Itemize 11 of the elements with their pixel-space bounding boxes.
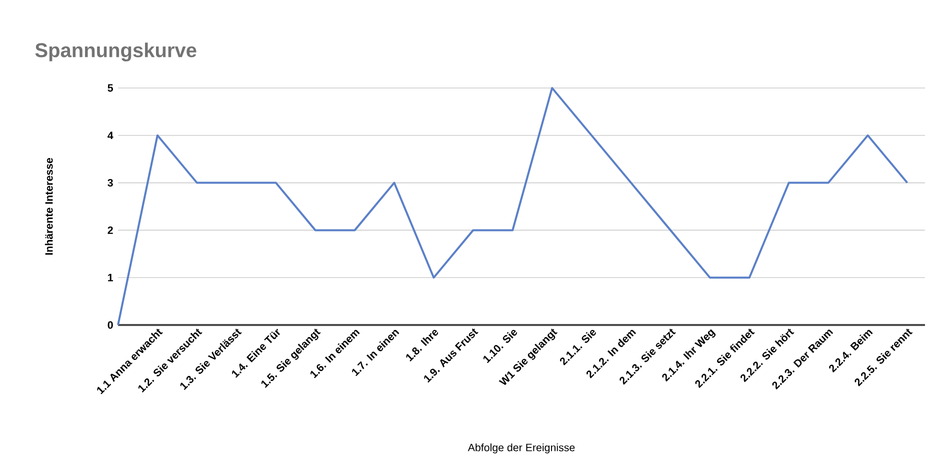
x-tick-label: 1.8. Ihre: [406, 330, 438, 362]
y-axis-title: Inhärente Interesse: [44, 158, 53, 255]
x-tick-label: 1.10. Sie: [483, 330, 517, 364]
y-tick-label: 3: [108, 179, 113, 187]
y-tick-label: 0: [108, 321, 113, 329]
y-tick-label: 4: [108, 132, 114, 140]
y-tick-label: 1: [108, 274, 113, 282]
chart-title: Spannungskurve: [35, 42, 196, 62]
x-axis-title: Abfolge der Ereignisse: [468, 443, 575, 454]
y-tick-label: 5: [108, 84, 113, 92]
y-tick-label: 2: [108, 226, 113, 234]
